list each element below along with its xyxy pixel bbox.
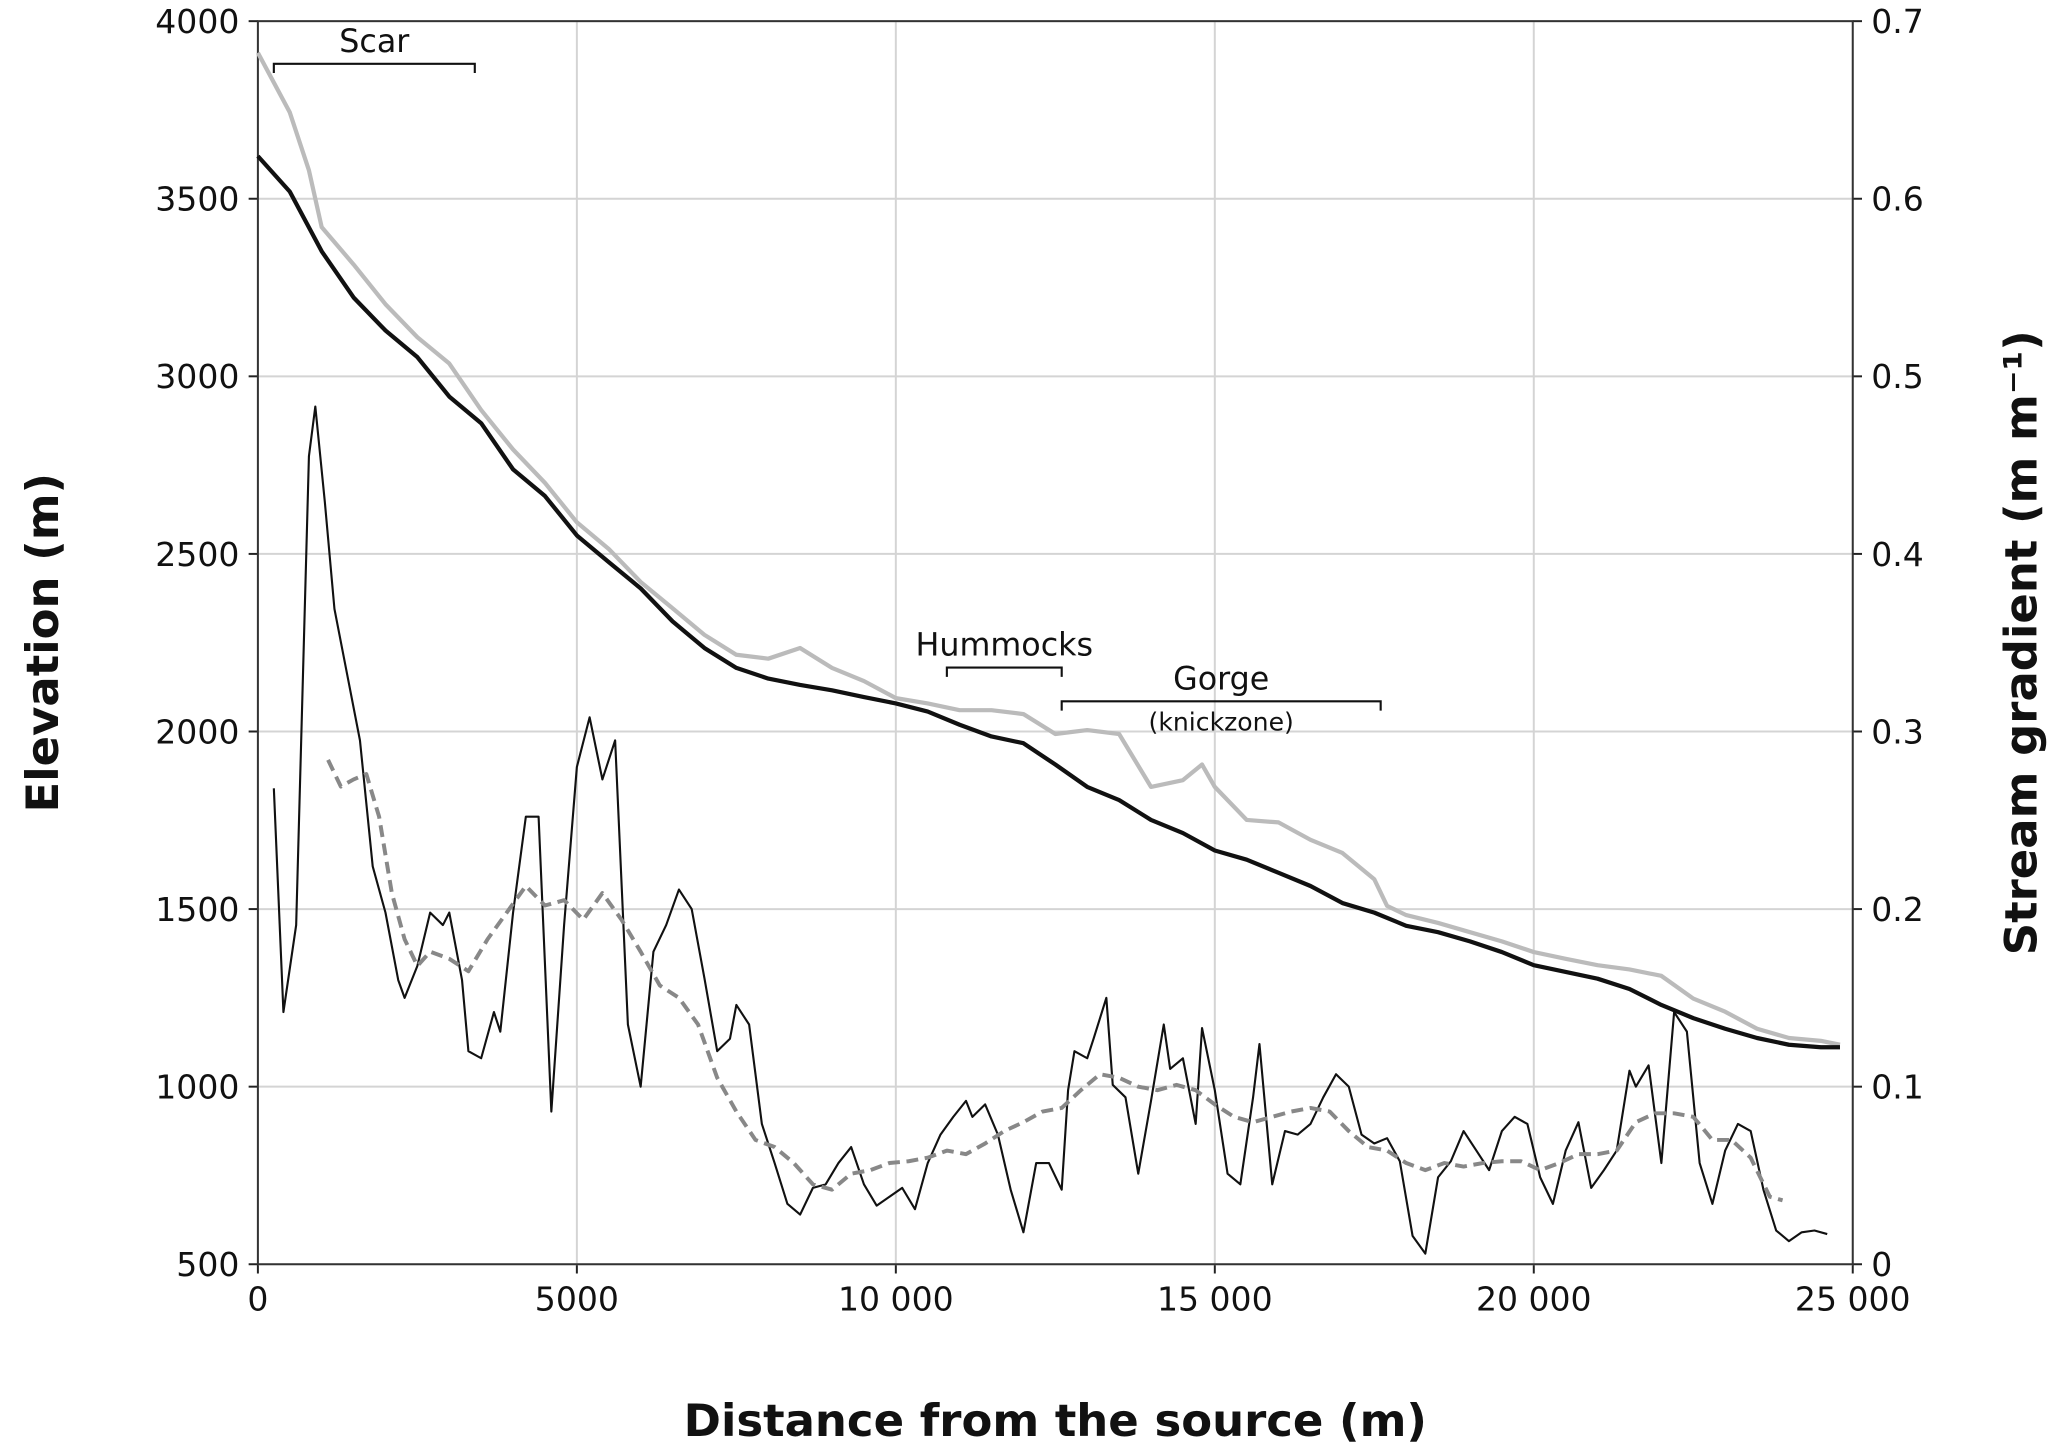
data-line xyxy=(256,154,1840,1050)
y-tick-label: 3500 xyxy=(155,180,239,219)
y-tick-label: 1000 xyxy=(155,1068,239,1107)
y-tick-label: 500 xyxy=(176,1245,239,1284)
annotation-bracket xyxy=(1060,700,1382,711)
x-axis-title: Distance from the source (m) xyxy=(684,1394,1427,1447)
y2-axis-title: Stream gradient (m m⁻¹) xyxy=(1995,330,2048,955)
y2-tick-label: 0 xyxy=(1871,1245,1892,1284)
y-tick-label: 3000 xyxy=(155,357,239,396)
y-tick-label: 2000 xyxy=(155,712,239,751)
plot-frame xyxy=(256,20,1854,1266)
annotation-bracket xyxy=(272,62,476,74)
y-tick-label: 4000 xyxy=(155,2,239,41)
y2-tick-label: 0.2 xyxy=(1871,890,1924,929)
annotation-label: Scar xyxy=(339,24,410,60)
y2-tick-label: 0.3 xyxy=(1871,712,1924,751)
annotation-bracket xyxy=(945,666,1063,677)
x-tick-label: 5000 xyxy=(535,1280,619,1319)
x-tick-label: 15 000 xyxy=(1157,1280,1273,1319)
data-line xyxy=(326,759,1784,1203)
data-line xyxy=(256,51,1841,1047)
y-tick-label: 2500 xyxy=(155,535,239,574)
y2-tick-label: 0.1 xyxy=(1871,1068,1924,1107)
x-tick-label: 25 000 xyxy=(1795,1280,1911,1319)
y-tick-label: 1500 xyxy=(155,890,239,929)
x-tick-label: 10 000 xyxy=(838,1280,954,1319)
y2-tick-label: 0.6 xyxy=(1871,180,1924,219)
y2-tick-label: 0.7 xyxy=(1871,2,1924,41)
x-tick-label: 0 xyxy=(247,1280,268,1319)
annotation-label: Hummocks xyxy=(916,628,1094,664)
annotation-label: Gorge xyxy=(1173,661,1269,697)
annotation-sublabel: (knickzone) xyxy=(1149,707,1294,736)
data-line xyxy=(272,405,1828,1255)
x-tick-label: 20 000 xyxy=(1476,1280,1592,1319)
y-axis-title: Elevation (m) xyxy=(16,473,69,813)
y2-tick-label: 0.5 xyxy=(1871,357,1924,396)
y2-tick-label: 0.4 xyxy=(1871,535,1924,574)
